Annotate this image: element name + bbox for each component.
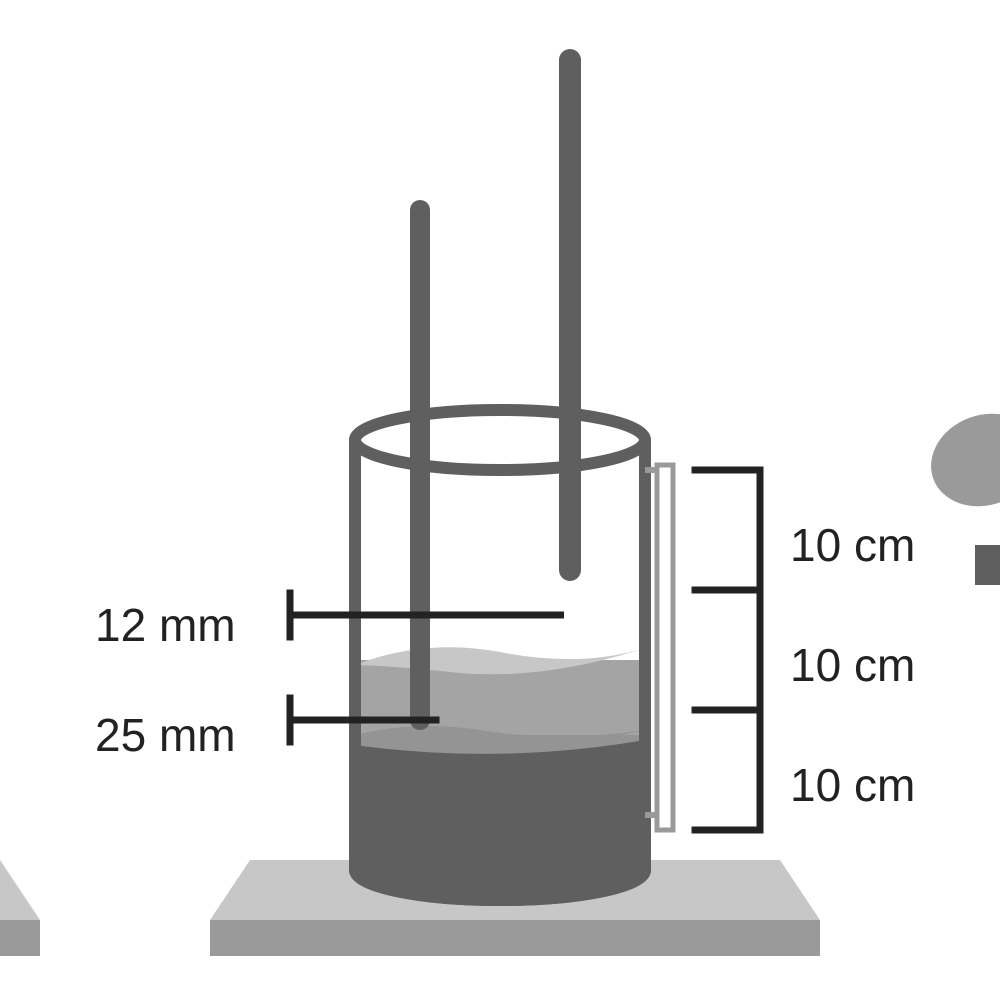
partial-object-right <box>918 399 1000 521</box>
label-left-0: 12 mm <box>95 599 236 651</box>
apparatus-diagram: 12 mm 25 mm 10 cm 10 cm 10 cm <box>0 0 1000 1000</box>
label-right-1: 10 cm <box>790 639 915 691</box>
label-right-0: 10 cm <box>790 519 915 571</box>
label-right-2: 10 cm <box>790 759 915 811</box>
label-left-1: 25 mm <box>95 709 236 761</box>
beaker <box>355 647 645 900</box>
right-dimension-bracket <box>695 470 760 830</box>
partial-object-right-square <box>975 545 1000 585</box>
scale-tube <box>657 465 673 830</box>
